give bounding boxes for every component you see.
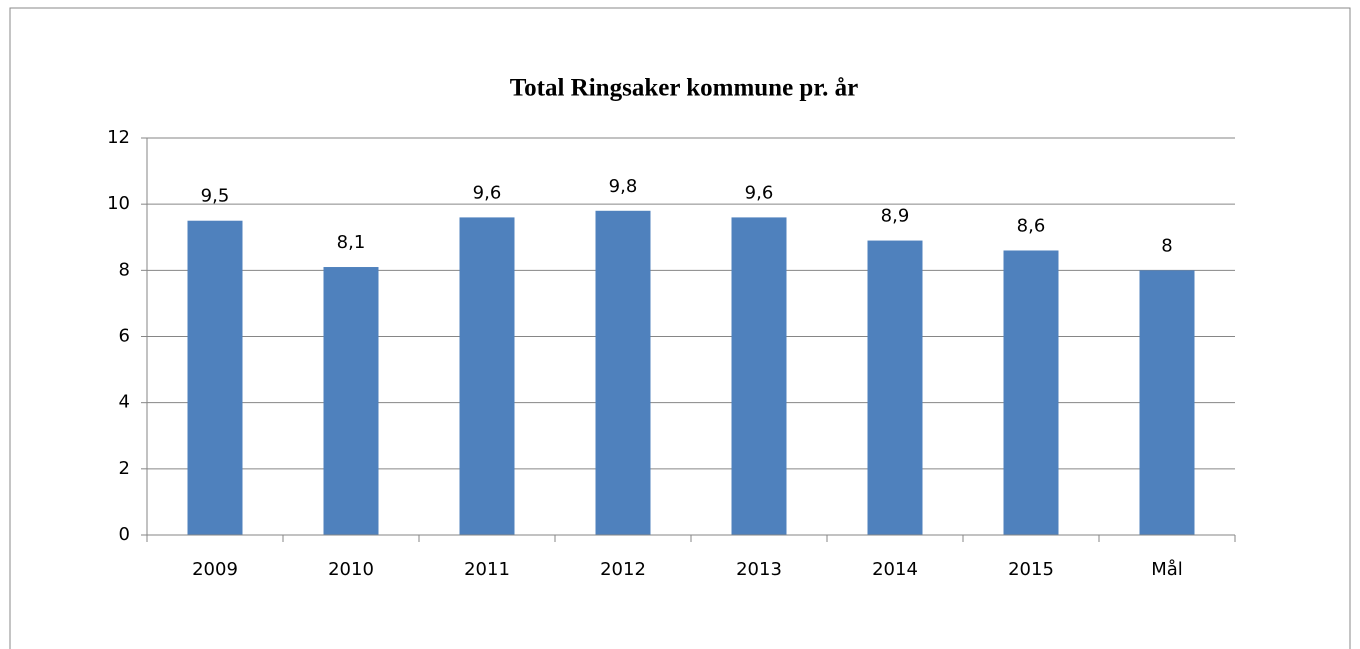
y-tick-label: 8 <box>119 259 130 280</box>
x-tick-label: 2012 <box>600 559 646 580</box>
y-tick-label: 4 <box>119 392 130 413</box>
y-tick-label: 10 <box>107 193 130 214</box>
data-label: 9,6 <box>473 182 502 203</box>
bar <box>459 217 515 535</box>
x-tick-label: 2009 <box>192 559 238 580</box>
data-label: 8 <box>1161 235 1172 256</box>
bar <box>187 220 243 536</box>
y-tick-label: 2 <box>119 458 130 479</box>
bar <box>867 240 923 535</box>
bar <box>1003 250 1059 535</box>
data-label: 8,6 <box>1017 215 1046 236</box>
x-tick-label: 2011 <box>464 559 510 580</box>
data-label: 9,6 <box>745 182 774 203</box>
x-tick-label: 2014 <box>872 559 918 580</box>
bar <box>731 217 787 535</box>
chart-title: Total Ringsaker kommune pr. år <box>510 75 858 102</box>
bar <box>595 210 651 536</box>
data-label: 8,9 <box>881 206 910 227</box>
data-label: 9,5 <box>201 186 230 207</box>
x-tick-label: Mål <box>1151 559 1183 580</box>
x-tick-label: 2010 <box>328 559 374 580</box>
bar <box>323 267 379 535</box>
y-tick-label: 6 <box>119 326 130 347</box>
data-label: 8,1 <box>337 232 366 253</box>
x-tick-label: 2013 <box>736 559 782 580</box>
chart-frame <box>9 7 1351 649</box>
data-label: 9,8 <box>609 176 638 197</box>
bar <box>1139 270 1195 535</box>
y-tick-label: 12 <box>107 127 130 148</box>
y-tick-label: 0 <box>119 524 130 545</box>
x-tick-label: 2015 <box>1008 559 1054 580</box>
